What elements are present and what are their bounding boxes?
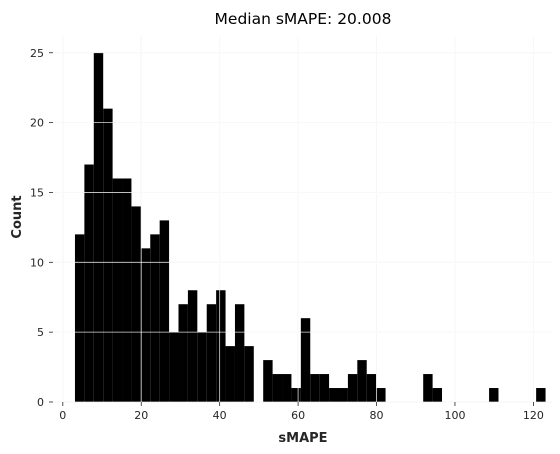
x-tick-label: 80 bbox=[370, 409, 384, 422]
x-tick-label: 100 bbox=[444, 409, 465, 422]
histogram-bar bbox=[423, 374, 433, 402]
histogram-bars bbox=[53, 36, 553, 403]
y-tick-label: 15 bbox=[30, 186, 44, 199]
histogram-bar bbox=[216, 290, 226, 402]
histogram-bar bbox=[376, 388, 386, 402]
histogram-bar bbox=[272, 374, 283, 402]
histogram-bar bbox=[300, 318, 311, 402]
histogram-bar bbox=[329, 388, 339, 402]
histogram-bar bbox=[84, 164, 94, 402]
histogram-bar bbox=[187, 290, 198, 402]
histogram-bar bbox=[131, 206, 141, 402]
histogram-bar bbox=[122, 178, 132, 402]
histogram-bar bbox=[206, 304, 217, 402]
histogram-bar bbox=[197, 332, 207, 402]
histogram-bar bbox=[319, 374, 330, 402]
histogram-bar bbox=[112, 178, 123, 402]
histogram-bar bbox=[489, 388, 499, 402]
x-axis-label: sMAPE bbox=[278, 431, 327, 446]
histogram-bar bbox=[536, 388, 546, 402]
x-tick-label: 120 bbox=[523, 409, 544, 422]
histogram-bar bbox=[432, 388, 443, 402]
histogram-bar bbox=[291, 388, 301, 402]
histogram-bar bbox=[282, 374, 292, 402]
x-tick-label: 20 bbox=[134, 409, 148, 422]
histogram-bar bbox=[140, 248, 151, 402]
y-tick-label: 20 bbox=[30, 117, 44, 130]
histogram-bar bbox=[150, 234, 160, 402]
x-axis-ticks: 0 20 40 60 80 100 120 bbox=[59, 402, 544, 422]
histogram-bar bbox=[338, 388, 348, 402]
histogram-bar bbox=[159, 220, 170, 402]
y-tick-label: 25 bbox=[30, 47, 44, 60]
histogram-bar bbox=[357, 360, 367, 402]
x-tick-label: 0 bbox=[59, 409, 66, 422]
y-tick-label: 5 bbox=[37, 326, 44, 339]
histogram-bar bbox=[93, 52, 104, 402]
histogram-bar bbox=[225, 346, 235, 402]
y-axis-label: Count bbox=[10, 195, 25, 238]
x-tick-label: 60 bbox=[291, 409, 305, 422]
y-axis-ticks: 0 5 10 15 20 25 bbox=[30, 47, 53, 409]
histogram-bar bbox=[347, 374, 358, 402]
y-tick-label: 10 bbox=[30, 256, 44, 269]
y-tick-label: 0 bbox=[37, 396, 44, 409]
histogram-bar bbox=[263, 360, 273, 402]
histogram-bar bbox=[310, 374, 320, 402]
x-tick-label: 40 bbox=[213, 409, 227, 422]
histogram-bar bbox=[169, 332, 179, 402]
histogram-bar bbox=[366, 374, 377, 402]
histogram-bar bbox=[234, 304, 245, 402]
histogram-bar bbox=[74, 234, 85, 402]
histogram-bar bbox=[244, 346, 254, 402]
histogram-bar bbox=[103, 108, 113, 402]
chart-title: Median sMAPE: 20.008 bbox=[215, 10, 392, 28]
histogram-bar bbox=[178, 304, 188, 402]
